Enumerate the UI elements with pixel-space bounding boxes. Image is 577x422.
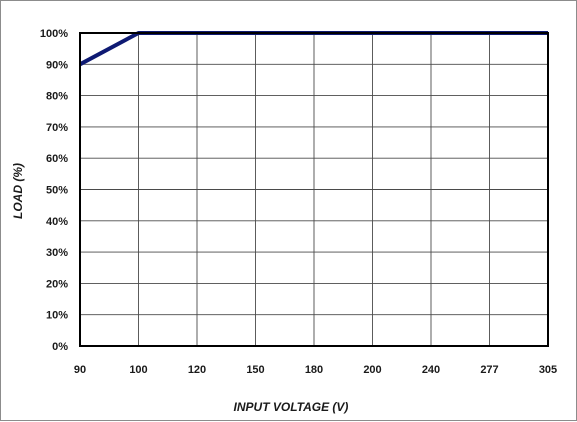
- y-tick-label: 70%: [46, 122, 68, 134]
- x-tick-label: 100: [129, 364, 147, 376]
- x-tick-label: 120: [188, 364, 206, 376]
- x-tick-label: 90: [74, 364, 86, 376]
- x-axis-title: INPUT VOLTAGE (V): [234, 400, 349, 414]
- y-tick-label: 60%: [46, 153, 68, 165]
- y-tick-label: 90%: [46, 59, 68, 71]
- x-tick-label: 150: [246, 364, 264, 376]
- y-tick-label: 80%: [46, 91, 68, 103]
- y-tick-label: 100%: [40, 28, 68, 40]
- y-tick-labels: 0% 10% 20% 30% 40% 50% 60% 70% 80% 90% 100%: [40, 28, 68, 353]
- grid-lines: [80, 33, 548, 346]
- y-tick-label: 30%: [46, 247, 68, 259]
- x-tick-label: 277: [480, 364, 498, 376]
- y-tick-label: 0%: [52, 341, 68, 353]
- y-tick-label: 20%: [46, 278, 68, 290]
- y-tick-label: 40%: [46, 216, 68, 228]
- y-tick-label: 10%: [46, 310, 68, 322]
- x-tick-label: 240: [422, 364, 440, 376]
- x-tick-labels: 90 100 120 150 180 200 240 277 305: [74, 364, 557, 376]
- x-tick-label: 180: [305, 364, 323, 376]
- x-tick-label: 200: [363, 364, 381, 376]
- y-axis-title: LOAD (%): [11, 163, 25, 219]
- x-tick-label: 305: [539, 364, 557, 376]
- y-tick-label: 50%: [46, 185, 68, 197]
